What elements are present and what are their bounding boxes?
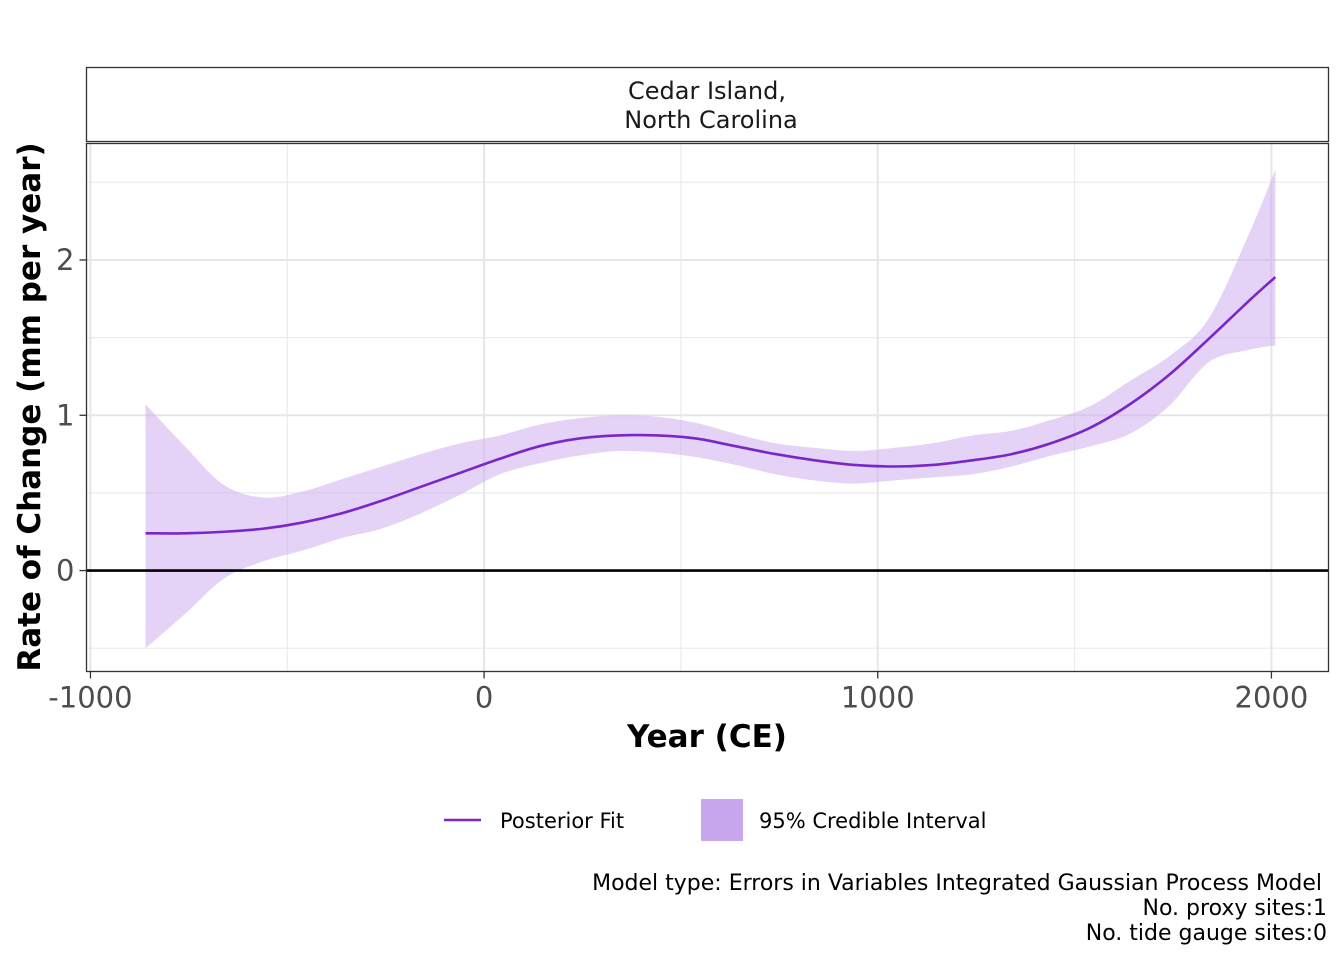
y-tick-label: 2	[56, 243, 74, 277]
facet-strip-title-line-1: Cedar Island,	[628, 77, 786, 105]
legend-key-credible-interval	[701, 799, 743, 841]
x-axis-title: Year (CE)	[626, 719, 787, 755]
grid-minor	[86, 143, 1329, 672]
plot-panel	[86, 143, 1329, 672]
x-tick-label: -1000	[48, 681, 132, 715]
caption-tide-gauge-sites: No. tide gauge sites:0	[1086, 921, 1327, 946]
facet-strip-title-line-2: North Carolina	[624, 106, 798, 134]
facet-strip	[85, 66, 1330, 143]
y-axis: 0 1 2	[56, 243, 87, 588]
posterior-fit-line	[145, 276, 1277, 535]
x-tick-label: 0	[475, 681, 493, 715]
legend-label-posterior-fit: Posterior Fit	[500, 809, 624, 833]
x-tick-label: 1000	[841, 681, 915, 715]
y-tick-label: 1	[56, 398, 74, 432]
caption-proxy-sites: No. proxy sites:1	[1143, 896, 1327, 921]
legend: Posterior Fit 95% Credible Interval	[444, 799, 986, 841]
y-axis-title: Rate of Change (mm per year)	[12, 142, 48, 671]
x-axis: -1000 0 1000 2000	[48, 671, 1309, 715]
panel-border	[85, 142, 1330, 673]
legend-label-credible-interval: 95% Credible Interval	[759, 809, 986, 833]
y-tick-label: 0	[56, 554, 74, 588]
caption-model-type: Model type: Errors in Variables Integrat…	[592, 871, 1322, 896]
x-tick-label: 2000	[1235, 681, 1309, 715]
